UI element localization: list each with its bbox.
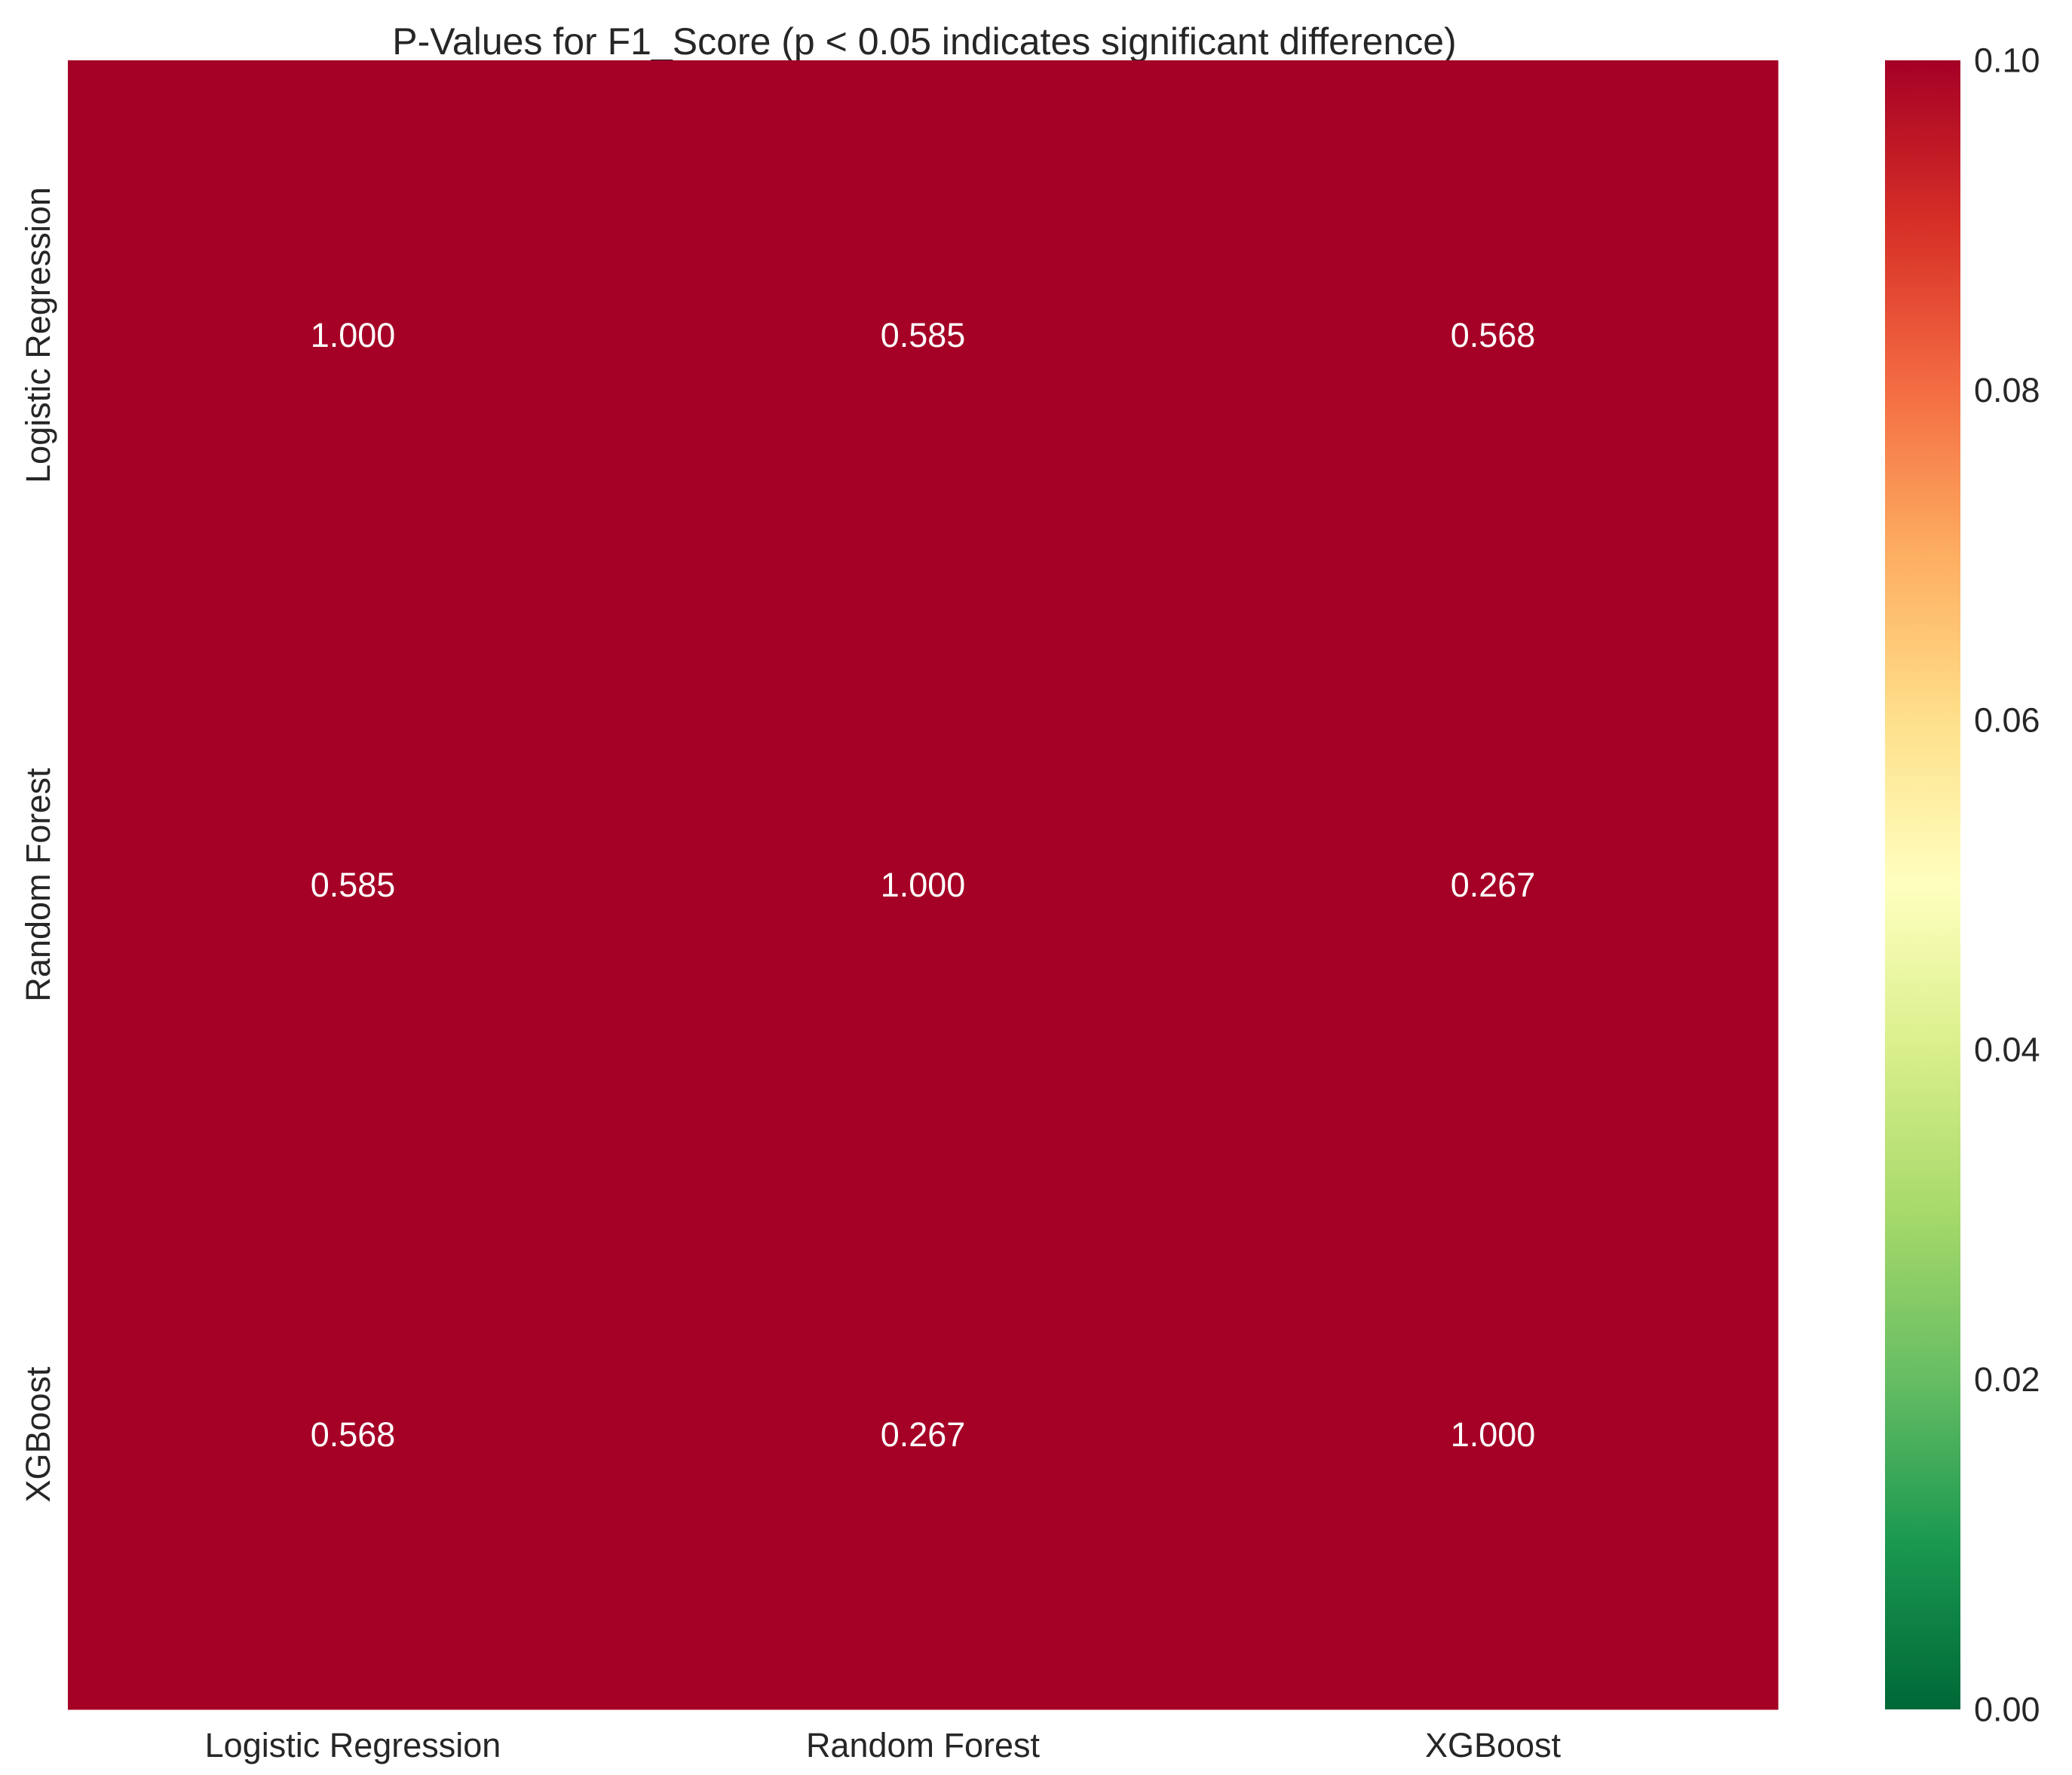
x-tick-labels: Logistic Regression Random Forest XGBoost bbox=[205, 1726, 1562, 1764]
heatmap-cell bbox=[1208, 60, 1779, 611]
cell-value-label: 1.000 bbox=[881, 866, 966, 904]
heatmap-cell bbox=[68, 610, 639, 1160]
colorbar-tick-label: 0.00 bbox=[1974, 1691, 2040, 1729]
chart-title: P-Values for F1_Score (p < 0.05 indicate… bbox=[392, 20, 1456, 63]
heatmap-cell bbox=[638, 610, 1209, 1160]
cell-value-label: 0.568 bbox=[1451, 316, 1536, 354]
colorbar-tick-label: 0.08 bbox=[1974, 371, 2040, 409]
x-tick-label: XGBoost bbox=[1425, 1726, 1562, 1764]
heatmap-cell bbox=[1208, 610, 1779, 1160]
heatmap-cells bbox=[68, 60, 1779, 1710]
colorbar-tick-label: 0.02 bbox=[1974, 1360, 2040, 1399]
x-tick-label: Random Forest bbox=[806, 1726, 1041, 1764]
heatmap-annotations: 1.000 0.585 0.568 0.585 1.000 0.267 0.568 0.267… bbox=[311, 316, 1536, 1454]
colorbar-tick-label: 0.06 bbox=[1974, 700, 2040, 739]
heatmap-cell bbox=[638, 1160, 1209, 1710]
heatmap-cell bbox=[638, 60, 1209, 611]
cell-value-label: 0.267 bbox=[881, 1415, 966, 1454]
cell-value-label: 0.585 bbox=[311, 866, 396, 904]
cell-value-label: 0.585 bbox=[881, 316, 966, 354]
cell-value-label: 1.000 bbox=[311, 316, 396, 354]
colorbar-tick-label: 0.04 bbox=[1974, 1031, 2040, 1069]
colorbar-tick-label: 0.10 bbox=[1974, 41, 2040, 80]
heatmap-cell bbox=[68, 1160, 639, 1710]
y-tick-label: Random Forest bbox=[19, 768, 57, 1002]
cell-value-label: 0.267 bbox=[1451, 866, 1536, 904]
y-tick-label: XGBoost bbox=[19, 1366, 57, 1503]
y-tick-label: Logistic Regression bbox=[19, 187, 57, 483]
y-tick-labels: Logistic Regression Random Forest XGBoost bbox=[19, 187, 57, 1502]
x-tick-label: Logistic Regression bbox=[205, 1726, 501, 1764]
cell-value-label: 1.000 bbox=[1451, 1415, 1536, 1454]
cell-value-label: 0.568 bbox=[311, 1415, 396, 1454]
colorbar-tick-labels: 0.00 0.02 0.04 0.06 0.08 0.10 bbox=[1974, 41, 2040, 1729]
heatmap-cell bbox=[68, 60, 639, 611]
colorbar bbox=[1885, 60, 1960, 1709]
heatmap-cell bbox=[1208, 1160, 1779, 1710]
